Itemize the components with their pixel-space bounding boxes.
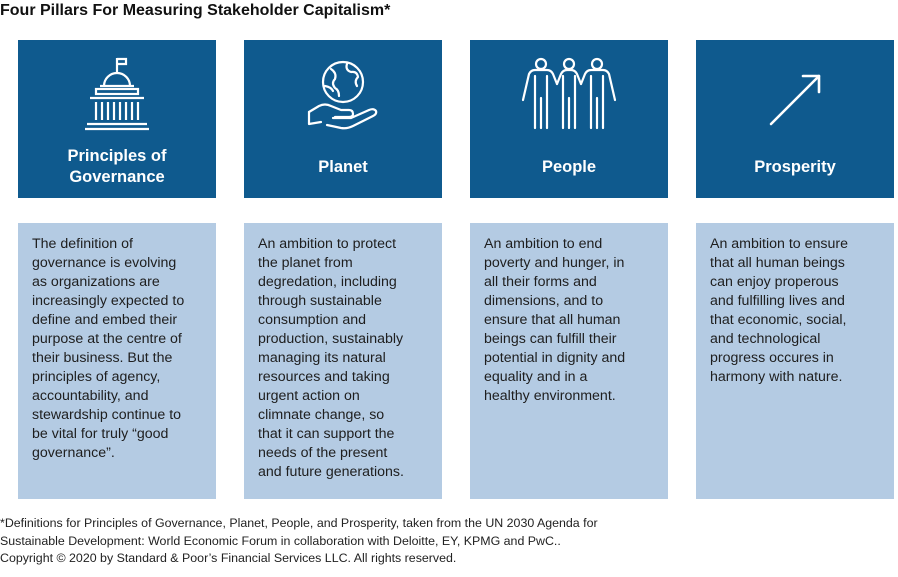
pillar-title: Principles of Governance — [67, 147, 167, 186]
pillar-header: Principles of Governance — [18, 40, 216, 198]
three-people-icon — [470, 54, 668, 134]
pillar-description: An ambition to protect the planet from d… — [244, 223, 442, 499]
upward-arrow-icon — [696, 54, 894, 134]
pillar-title: Prosperity — [754, 157, 836, 176]
government-building-icon — [18, 54, 216, 134]
pillar-planet: Planet An ambition to protect the planet… — [244, 40, 442, 499]
pillar-description: An ambition to ensure that all human bei… — [696, 223, 894, 499]
pillar-header: Planet — [244, 40, 442, 198]
pillar-governance: Principles of Governance The definition … — [18, 40, 216, 499]
pillar-title: People — [541, 157, 597, 176]
pillar-description: An ambition to end poverty and hunger, i… — [470, 223, 668, 499]
pillar-prosperity: Prosperity An ambition to ensure that al… — [696, 40, 894, 499]
pillar-header: People — [470, 40, 668, 198]
pillar-description: The definition of governance is evolving… — [18, 223, 216, 499]
page-title: Four Pillars For Measuring Stakeholder C… — [0, 2, 391, 19]
pillar-title: Planet — [318, 157, 368, 176]
pillar-header: Prosperity — [696, 40, 894, 198]
pillar-people: People An ambition to end poverty and hu… — [470, 40, 668, 499]
globe-in-hand-icon — [244, 54, 442, 134]
footnote: *Definitions for Principles of Governanc… — [0, 516, 598, 565]
